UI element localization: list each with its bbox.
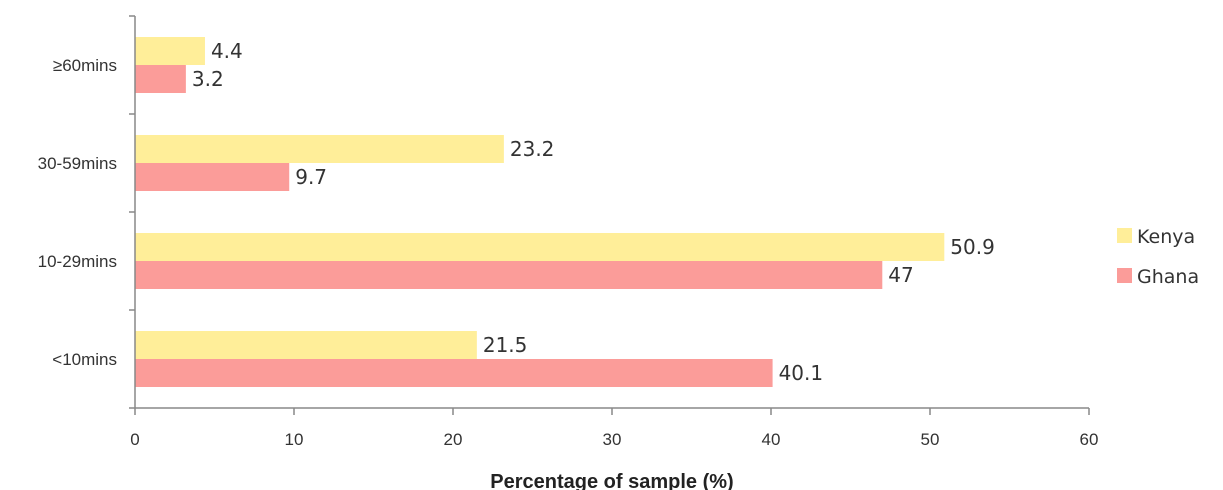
bar-ghana bbox=[135, 359, 773, 387]
bar-ghana bbox=[135, 163, 290, 191]
bar-kenya bbox=[135, 331, 477, 359]
y-ticks-group: <10mins 10-29mins 30-59mins ≥60mins bbox=[38, 15, 135, 409]
data-labels-group: 21.5 40.1 50.9 47 23.2 9.7 4.4 3.2 bbox=[192, 39, 995, 385]
data-label: 3.2 bbox=[192, 67, 224, 91]
data-label: 40.1 bbox=[779, 361, 824, 385]
bar-ghana bbox=[135, 65, 186, 93]
legend-label: Kenya bbox=[1137, 226, 1195, 248]
x-tick-label: 30 bbox=[603, 430, 622, 449]
legend: Kenya Ghana bbox=[1117, 226, 1199, 288]
legend-label: Ghana bbox=[1137, 266, 1199, 288]
category-label: <10mins bbox=[52, 350, 117, 369]
x-tick-label: 0 bbox=[130, 430, 139, 449]
bar-ghana bbox=[135, 261, 883, 289]
data-label: 21.5 bbox=[483, 333, 528, 357]
x-tick-label: 40 bbox=[762, 430, 781, 449]
x-tick-label: 10 bbox=[285, 430, 304, 449]
data-label: 4.4 bbox=[211, 39, 243, 63]
data-label: 23.2 bbox=[510, 137, 555, 161]
category-label: ≥60mins bbox=[53, 56, 117, 75]
category-label: 10-29mins bbox=[38, 252, 117, 271]
x-tick-label: 60 bbox=[1080, 430, 1099, 449]
x-tick-label: 20 bbox=[444, 430, 463, 449]
bars-group bbox=[135, 37, 945, 387]
x-axis-title: Percentage of sample (%) bbox=[490, 471, 733, 490]
x-tick-label: 50 bbox=[921, 430, 940, 449]
data-label: 47 bbox=[888, 263, 913, 287]
legend-swatch-ghana bbox=[1117, 268, 1132, 283]
data-label: 9.7 bbox=[295, 165, 327, 189]
bar-kenya bbox=[135, 135, 504, 163]
bar-kenya bbox=[135, 233, 945, 261]
x-ticks-group: 0 10 20 30 40 50 60 bbox=[130, 408, 1098, 449]
legend-swatch-kenya bbox=[1117, 228, 1132, 243]
bar-kenya bbox=[135, 37, 205, 65]
category-label: 30-59mins bbox=[38, 154, 117, 173]
data-label: 50.9 bbox=[950, 235, 995, 259]
